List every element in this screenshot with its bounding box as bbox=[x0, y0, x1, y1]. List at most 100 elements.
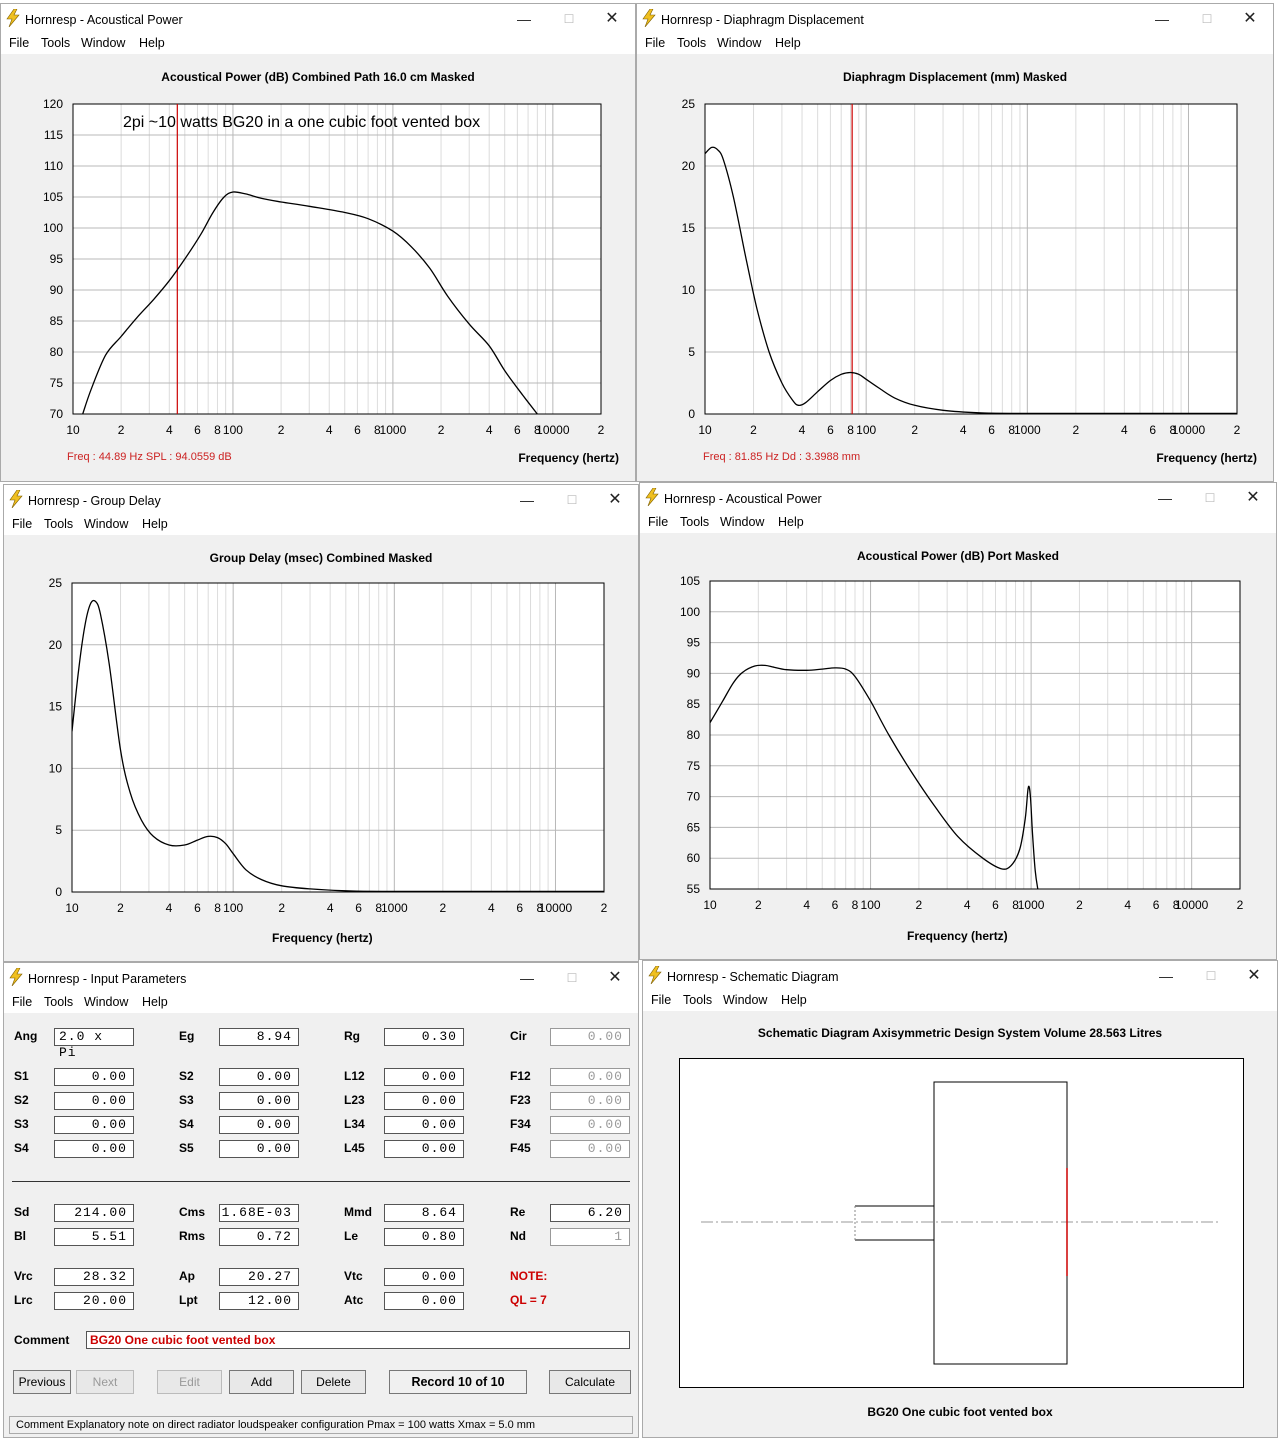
param-cir-field[interactable]: 0.00 bbox=[550, 1028, 630, 1046]
param-nd-field[interactable]: 1 bbox=[550, 1228, 630, 1246]
param-lpt-field[interactable]: 12.00 bbox=[219, 1292, 299, 1310]
add-button[interactable]: Add bbox=[229, 1370, 294, 1394]
schematic-drawing[interactable] bbox=[679, 1058, 1245, 1390]
menu-window[interactable]: Window bbox=[84, 995, 129, 1009]
menu-help[interactable]: Help bbox=[139, 36, 165, 50]
param-ang-field[interactable]: 2.0 x Pi bbox=[54, 1028, 134, 1060]
chart-title: Group Delay (msec) Combined Masked bbox=[209, 551, 433, 565]
param-atc-field[interactable]: 0.00 bbox=[384, 1292, 464, 1310]
menu-tools[interactable]: Tools bbox=[41, 36, 71, 50]
param-s2-field[interactable]: 0.00 bbox=[219, 1068, 299, 1086]
param-sd-field[interactable]: 214.00 bbox=[54, 1204, 134, 1222]
maximize-icon[interactable]: ☐ bbox=[1204, 491, 1216, 505]
comment-input[interactable]: BG20 One cubic foot vented box bbox=[86, 1331, 630, 1349]
param-eg-field[interactable]: 8.94 bbox=[219, 1028, 299, 1046]
minimize-icon[interactable]: — bbox=[520, 970, 534, 986]
previous-button[interactable]: Previous bbox=[13, 1370, 71, 1394]
edit-button[interactable]: Edit bbox=[157, 1370, 222, 1394]
title-bar[interactable]: Hornresp - Schematic Diagram — ☐ ✕ bbox=[643, 961, 1277, 991]
param-vtc-field[interactable]: 0.00 bbox=[384, 1268, 464, 1286]
close-icon[interactable]: ✕ bbox=[1246, 489, 1260, 506]
y-tick-label: 110 bbox=[44, 159, 63, 173]
close-icon[interactable]: ✕ bbox=[605, 10, 619, 27]
window-group-delay: Hornresp - Group Delay — ☐ ✕ File Tools … bbox=[3, 484, 639, 962]
calculate-button[interactable]: Calculate bbox=[549, 1370, 631, 1394]
param-l45-field[interactable]: 0.00 bbox=[384, 1140, 464, 1158]
close-icon[interactable]: ✕ bbox=[1243, 10, 1257, 27]
title-bar[interactable]: Hornresp - Diaphragm Displacement — ☐ ✕ bbox=[637, 4, 1273, 34]
param-s5-field[interactable]: 0.00 bbox=[219, 1140, 299, 1158]
maximize-icon[interactable]: ☐ bbox=[566, 493, 578, 507]
menu-tools[interactable]: Tools bbox=[44, 995, 74, 1009]
menu-tools[interactable]: Tools bbox=[677, 36, 707, 50]
menu-help[interactable]: Help bbox=[781, 993, 807, 1007]
minimize-icon[interactable]: — bbox=[520, 492, 534, 508]
maximize-icon[interactable]: ☐ bbox=[566, 971, 578, 985]
menu-window[interactable]: Window bbox=[81, 36, 126, 50]
menu-window[interactable]: Window bbox=[723, 993, 768, 1007]
param-s1-field[interactable]: 0.00 bbox=[54, 1068, 134, 1086]
x-tick-label: 4 bbox=[486, 423, 493, 437]
menu-help[interactable]: Help bbox=[778, 515, 804, 529]
close-icon[interactable]: ✕ bbox=[608, 491, 622, 508]
maximize-icon[interactable]: ☐ bbox=[1201, 12, 1213, 26]
param-mmd-field[interactable]: 8.64 bbox=[384, 1204, 464, 1222]
menu-tools[interactable]: Tools bbox=[44, 517, 74, 531]
param-f23-field[interactable]: 0.00 bbox=[550, 1092, 630, 1110]
y-tick-label: 55 bbox=[687, 882, 701, 896]
param-f34-field[interactable]: 0.00 bbox=[550, 1116, 630, 1134]
menu-window[interactable]: Window bbox=[717, 36, 762, 50]
param-s2-field[interactable]: 0.00 bbox=[54, 1092, 134, 1110]
menu-tools[interactable]: Tools bbox=[680, 515, 710, 529]
minimize-icon[interactable]: — bbox=[1159, 968, 1173, 984]
param-vrc-field[interactable]: 28.32 bbox=[54, 1268, 134, 1286]
title-bar[interactable]: Hornresp - Input Parameters — ☐ ✕ bbox=[4, 963, 638, 993]
minimize-icon[interactable]: — bbox=[517, 11, 531, 27]
next-button[interactable]: Next bbox=[76, 1370, 134, 1394]
menu-window[interactable]: Window bbox=[720, 515, 765, 529]
param-l34-field[interactable]: 0.00 bbox=[384, 1116, 464, 1134]
param-cms-field[interactable]: 1.68E-03 bbox=[219, 1204, 299, 1222]
delete-button[interactable]: Delete bbox=[301, 1370, 366, 1394]
menu-help[interactable]: Help bbox=[142, 517, 168, 531]
param-bl-field[interactable]: 5.51 bbox=[54, 1228, 134, 1246]
param-l23-field[interactable]: 0.00 bbox=[384, 1092, 464, 1110]
menu-file[interactable]: File bbox=[645, 36, 666, 50]
menu-file[interactable]: File bbox=[648, 515, 669, 529]
param-l12-field[interactable]: 0.00 bbox=[384, 1068, 464, 1086]
menu-window[interactable]: Window bbox=[84, 517, 129, 531]
menu-file[interactable]: File bbox=[651, 993, 672, 1007]
maximize-icon[interactable]: ☐ bbox=[1205, 969, 1217, 983]
close-icon[interactable]: ✕ bbox=[1247, 967, 1261, 984]
x-tick-label: 6 bbox=[194, 423, 201, 437]
menu-help[interactable]: Help bbox=[775, 36, 801, 50]
param-rms-field[interactable]: 0.72 bbox=[219, 1228, 299, 1246]
param-s3-field[interactable]: 0.00 bbox=[54, 1116, 134, 1134]
maximize-icon[interactable]: ☐ bbox=[563, 12, 575, 26]
minimize-icon[interactable]: — bbox=[1155, 11, 1169, 27]
menu-help[interactable]: Help bbox=[142, 995, 168, 1009]
title-bar[interactable]: Hornresp - Group Delay — ☐ ✕ bbox=[4, 485, 638, 515]
menu-file[interactable]: File bbox=[9, 36, 30, 50]
param-re-field[interactable]: 6.20 bbox=[550, 1204, 630, 1222]
param-lrc-field[interactable]: 20.00 bbox=[54, 1292, 134, 1310]
param-f45-field[interactable]: 0.00 bbox=[550, 1140, 630, 1158]
param-s4-field[interactable]: 0.00 bbox=[54, 1140, 134, 1158]
menu-file[interactable]: File bbox=[12, 517, 33, 531]
param-rg-field[interactable]: 0.30 bbox=[384, 1028, 464, 1046]
param-s4-field[interactable]: 0.00 bbox=[219, 1116, 299, 1134]
param-f12-field[interactable]: 0.00 bbox=[550, 1068, 630, 1086]
param-s3-field[interactable]: 0.00 bbox=[219, 1092, 299, 1110]
param-ap-field[interactable]: 20.27 bbox=[219, 1268, 299, 1286]
param-le-field[interactable]: 0.80 bbox=[384, 1228, 464, 1246]
close-icon[interactable]: ✕ bbox=[608, 969, 622, 986]
menu-tools[interactable]: Tools bbox=[683, 993, 713, 1007]
title-bar[interactable]: Hornresp - Acoustical Power — ☐ ✕ bbox=[1, 4, 635, 34]
title-bar[interactable]: Hornresp - Acoustical Power — ☐ ✕ bbox=[640, 483, 1276, 513]
minimize-icon[interactable]: — bbox=[1158, 490, 1172, 506]
menu-file[interactable]: File bbox=[12, 995, 33, 1009]
